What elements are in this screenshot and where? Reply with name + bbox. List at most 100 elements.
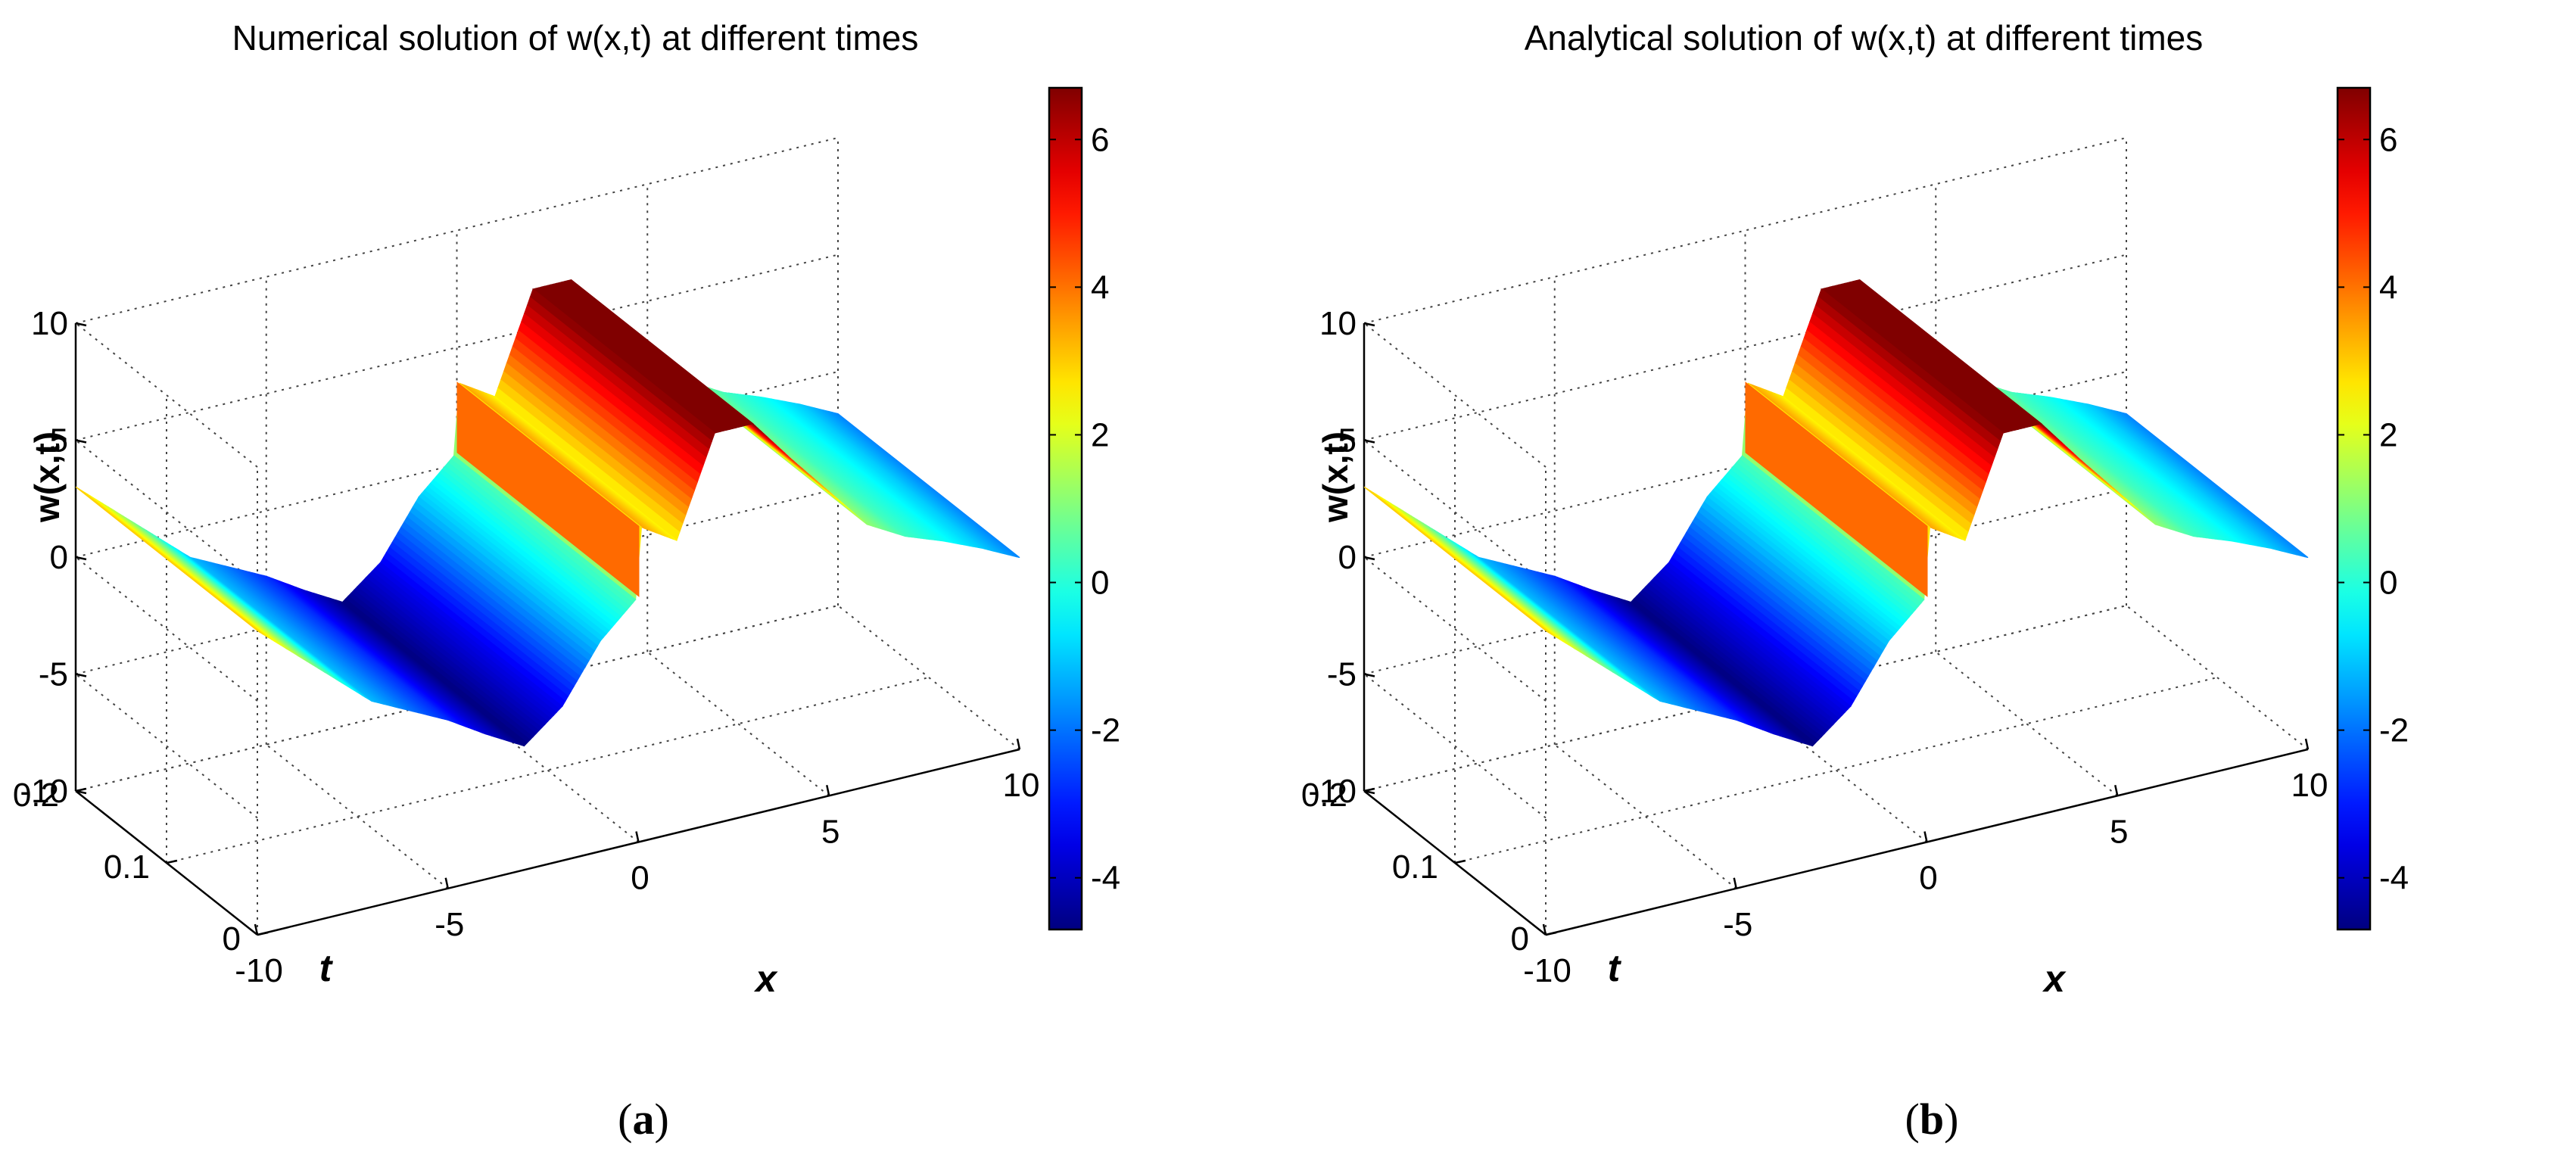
z-tick-label: 0 bbox=[50, 539, 68, 576]
x-tick-label: 0 bbox=[1919, 860, 1937, 897]
t-tick bbox=[1363, 787, 1375, 792]
gridline-x-floor bbox=[1935, 651, 2118, 797]
surface bbox=[75, 279, 1020, 747]
gridline-z-back bbox=[1363, 137, 2127, 324]
x-tick bbox=[2304, 738, 2310, 750]
colorbar-tick-label: 4 bbox=[1091, 269, 1109, 306]
gridline-t-floor bbox=[75, 605, 839, 792]
x-tick-label: 10 bbox=[2291, 767, 2328, 804]
gridline-z-back bbox=[1363, 254, 2127, 441]
surface-jump-face bbox=[456, 381, 640, 597]
grid bbox=[75, 137, 1020, 936]
t-tick bbox=[257, 931, 269, 936]
z-tick bbox=[1363, 439, 1375, 444]
gridline-z-back bbox=[1363, 371, 2127, 558]
t-tick bbox=[75, 787, 87, 792]
z-tick bbox=[75, 322, 87, 327]
x-axis-label: x bbox=[2042, 958, 2067, 1000]
axes bbox=[74, 322, 1021, 936]
gridline-z-back bbox=[75, 371, 839, 558]
x-tick bbox=[1733, 877, 1737, 889]
colorbar-tick-label: 2 bbox=[2379, 416, 2397, 453]
colorbar bbox=[2336, 86, 2372, 931]
z-axis-label: w(x,t) bbox=[1316, 431, 1355, 523]
chart-title: Numerical solution of w(x,t) at differen… bbox=[232, 18, 919, 58]
x-tick-label: 5 bbox=[2110, 813, 2128, 850]
colorbar-tick-label: -4 bbox=[2379, 860, 2409, 897]
colorbar-tick-label: -2 bbox=[1091, 712, 1120, 749]
panel-caption: (b) bbox=[1905, 1095, 1959, 1144]
x-tick bbox=[1542, 923, 1547, 936]
gridline-t-floor bbox=[1454, 677, 2218, 864]
gridline-x-floor bbox=[837, 605, 1020, 750]
t-axis-label: t bbox=[319, 947, 334, 989]
t-tick-label: 0.1 bbox=[1392, 849, 1438, 886]
x-tick bbox=[826, 784, 830, 796]
panel-caption: (a) bbox=[618, 1095, 669, 1144]
x-tick bbox=[444, 877, 449, 889]
x-tick bbox=[635, 831, 640, 842]
gridline-x-floor bbox=[456, 697, 640, 843]
gridline-z-left bbox=[75, 673, 258, 819]
colorbar-tick-label: 6 bbox=[2379, 121, 2397, 158]
z-tick-label: 5 bbox=[1338, 422, 1357, 459]
x-tick-label: 0 bbox=[631, 860, 649, 897]
z-tick bbox=[1363, 322, 1375, 327]
surface-plot-numerical: (a) Numerical solution of w(x,t) at diff… bbox=[13, 18, 1120, 1144]
z-tick-label: -5 bbox=[1327, 656, 1357, 693]
gridline-z-left bbox=[1363, 322, 1547, 468]
surface-strip bbox=[1363, 486, 1550, 634]
x-tick-label: -5 bbox=[1723, 906, 1752, 943]
z-tick-label: 0 bbox=[1338, 539, 1357, 576]
gridline-z-left bbox=[1363, 673, 1547, 819]
t-tick bbox=[1545, 931, 1557, 936]
z-tick-label: 5 bbox=[50, 422, 68, 459]
z-tick-label: 10 bbox=[31, 305, 68, 342]
t-tick bbox=[166, 859, 178, 864]
x-tick-label: -5 bbox=[435, 906, 464, 943]
z-tick bbox=[75, 439, 87, 444]
gridline-z-back bbox=[75, 137, 839, 324]
colorbar-tick-label: 0 bbox=[1091, 565, 1109, 602]
gridline-z-left bbox=[1363, 556, 1547, 702]
chart-title: Analytical solution of w(x,t) at differe… bbox=[1525, 18, 2204, 58]
surface-plot-analytical: (b) Analytical solution of w(x,t) at dif… bbox=[1301, 18, 2409, 1144]
gridline-x-floor bbox=[2126, 605, 2309, 750]
gridline-x-floor bbox=[1554, 743, 1737, 889]
surface-strip bbox=[75, 486, 261, 634]
gridline-t-floor bbox=[1363, 605, 2127, 792]
gridline-x-floor bbox=[646, 651, 830, 797]
z-tick-label: -5 bbox=[39, 656, 68, 693]
colorbar-tick-label: 0 bbox=[2379, 565, 2397, 602]
x-tick bbox=[2114, 784, 2119, 796]
colorbar-tick-label: 2 bbox=[1091, 416, 1109, 453]
gridline-z-back bbox=[75, 487, 839, 675]
gridline-z-left bbox=[75, 439, 258, 585]
t-axis-label: t bbox=[1608, 947, 1622, 989]
t-tick-label: 0.1 bbox=[104, 849, 150, 886]
x-tick-label: -10 bbox=[1523, 952, 1571, 989]
colorbar bbox=[1048, 86, 1083, 931]
z-tick bbox=[75, 673, 87, 677]
x-axis-label: x bbox=[753, 958, 778, 1000]
gridline-z-left bbox=[1363, 439, 1547, 585]
colorbar-tick-label: -2 bbox=[2379, 712, 2409, 749]
gridline-z-left bbox=[75, 322, 258, 468]
t-tick-label: 0.2 bbox=[13, 777, 59, 814]
t-tick-label: 0.2 bbox=[1301, 777, 1347, 814]
z-tick-label: -10 bbox=[20, 773, 68, 810]
z-tick bbox=[1363, 673, 1375, 677]
gridline-z-left bbox=[75, 556, 258, 702]
axes bbox=[1363, 322, 2310, 936]
gridline-z-back bbox=[75, 254, 839, 441]
x-tick bbox=[1923, 831, 1928, 842]
gridline-x-floor bbox=[1744, 697, 1928, 843]
x-tick-label: 10 bbox=[1003, 767, 1040, 804]
x-tick-label: -10 bbox=[235, 952, 283, 989]
x-tick bbox=[254, 923, 259, 936]
t-tick bbox=[1454, 859, 1466, 864]
gridline-z-back bbox=[1363, 487, 2127, 675]
z-tick bbox=[75, 556, 87, 561]
t-tick-label: 0 bbox=[1511, 920, 1529, 958]
t-tick-label: 0 bbox=[223, 920, 241, 958]
